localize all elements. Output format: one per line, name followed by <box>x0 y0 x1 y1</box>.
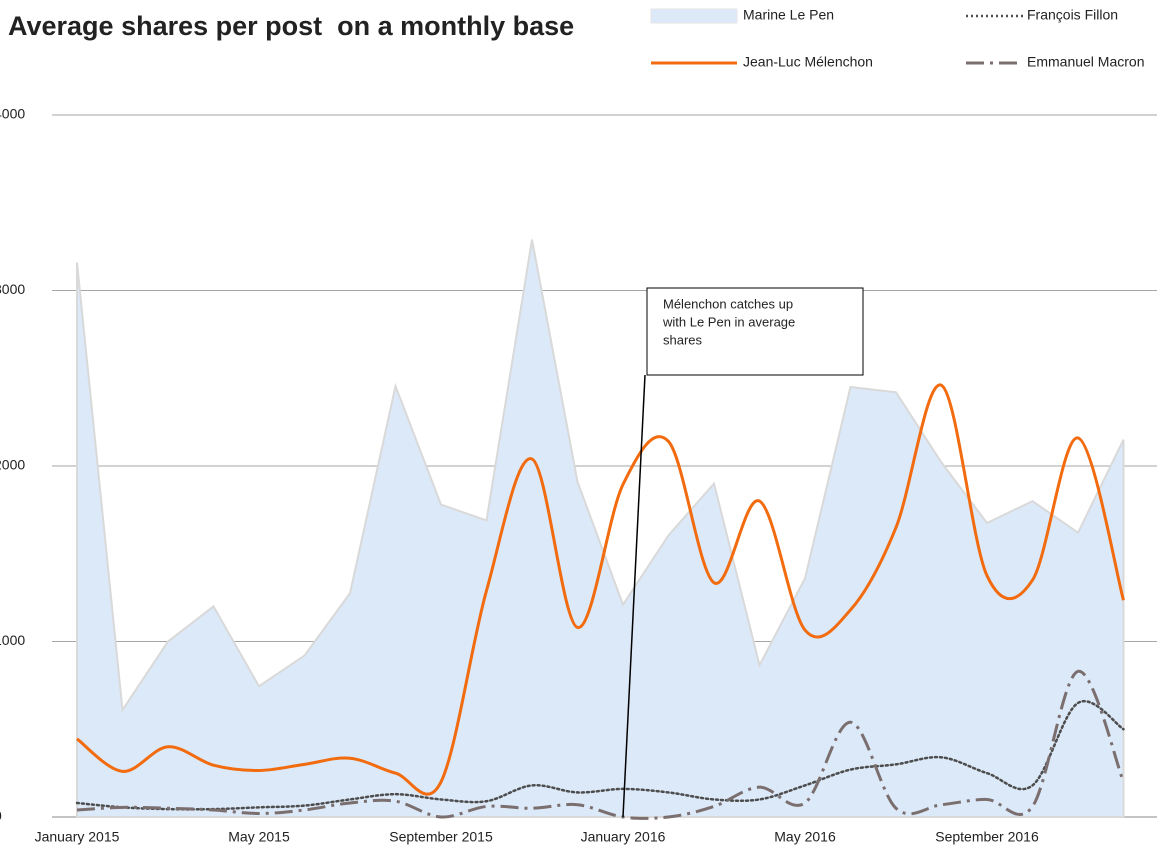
annotation-text: shares <box>663 332 703 347</box>
annotation-leader <box>622 374 646 818</box>
x-tick-label: January 2015 <box>35 829 120 845</box>
x-tick-label: May 2016 <box>774 829 836 845</box>
annotation-box <box>646 287 864 376</box>
y-tick-label: 0 <box>0 808 2 824</box>
area <box>76 239 1125 818</box>
x-tick-label: May 2015 <box>228 829 290 845</box>
marks <box>75 239 1125 820</box>
x-axis: 0 1000 2000 3000 4000 January 2015 May 2015 Sep… <box>0 106 1039 845</box>
line <box>75 699 1125 811</box>
annotation-text: with Le Pen in average <box>662 314 795 329</box>
y-tick-label: 1000 <box>0 632 25 648</box>
annotation-text: Mélenchon catches up <box>663 296 793 311</box>
legend-label: Emmanuel Macron <box>1027 54 1145 70</box>
line <box>76 669 1125 820</box>
legend-swatch <box>650 8 738 24</box>
x-tick-label: January 2016 <box>581 829 666 845</box>
y-tick-label: 3000 <box>0 281 25 297</box>
y-tick-label: 2000 <box>0 457 25 473</box>
legend-label: François Fillon <box>1027 7 1118 23</box>
y-tick-label: 4000 <box>0 106 25 122</box>
chart-title: Average shares per post on a monthly bas… <box>8 11 574 41</box>
x-tick-label: September 2015 <box>389 829 493 845</box>
legend: Marine Le Pen François Fillon Jean-Luc Mél… <box>650 7 1145 70</box>
line <box>76 383 1125 796</box>
x-tick-label: September 2016 <box>935 829 1039 845</box>
annotation: Mélenchon catches up with Le Pen in avera… <box>622 287 864 818</box>
legend-label: Jean-Luc Mélenchon <box>743 54 873 70</box>
legend-label: Marine Le Pen <box>743 7 834 23</box>
